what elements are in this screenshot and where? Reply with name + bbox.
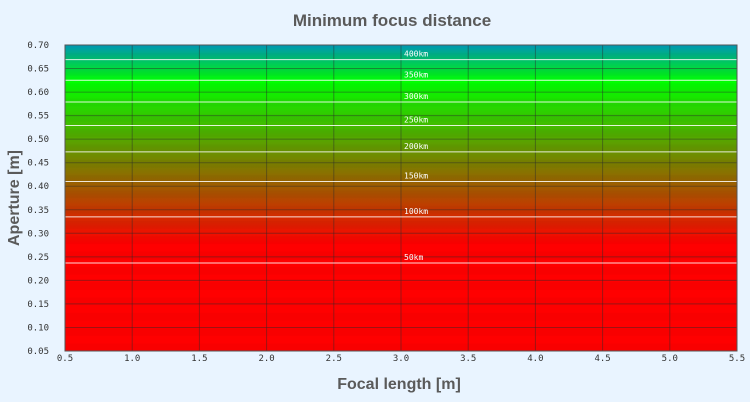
contour-label: 150km — [404, 172, 428, 181]
plot-frame — [64, 44, 738, 352]
x-tick-label: 1.0 — [124, 354, 140, 364]
x-axis-ticks: 0.5 1.0 1.5 2.0 2.5 3.0 3.5 4.0 4.5 5.0 5.5 — [57, 354, 745, 364]
x-tick-label: 1.5 — [191, 354, 207, 364]
y-tick-label: 0.05 — [27, 347, 49, 357]
contour-lines: 50km 100km 150km 200km 250km 300km 350km 400km — [65, 50, 737, 264]
y-axis-ticks: 0.05 0.10 0.15 0.20 0.25 0.30 0.35 0.40 0.45 0.50… — [27, 41, 49, 357]
y-axis-title: Aperture [m] — [6, 150, 23, 246]
y-tick-label: 0.30 — [27, 229, 49, 239]
contour-label: 400km — [404, 50, 428, 59]
contour-label: 100km — [404, 207, 428, 216]
x-tick-label: 4.0 — [527, 354, 543, 364]
plot-area — [65, 45, 737, 351]
y-tick-label: 0.55 — [27, 112, 49, 122]
x-tick-label: 3.5 — [460, 354, 476, 364]
y-tick-label: 0.70 — [27, 41, 49, 51]
y-tick-label: 0.50 — [27, 135, 49, 145]
y-tick-label: 0.25 — [27, 253, 49, 263]
x-tick-label: 0.5 — [57, 354, 73, 364]
contour-label: 200km — [404, 142, 428, 151]
x-tick-label: 2.0 — [258, 354, 274, 364]
y-tick-label: 0.15 — [27, 300, 49, 310]
contour-label: 300km — [404, 92, 428, 101]
chart-title: Minimum focus distance — [293, 11, 491, 30]
y-tick-label: 0.65 — [27, 65, 49, 75]
x-tick-label: 5.5 — [729, 354, 745, 364]
y-tick-label: 0.10 — [27, 323, 49, 333]
x-tick-label: 4.5 — [594, 354, 610, 364]
y-tick-label: 0.45 — [27, 159, 49, 169]
contour-label: 350km — [404, 70, 428, 79]
x-axis-title: Focal length [m] — [337, 376, 461, 393]
y-tick-label: 0.60 — [27, 88, 49, 98]
x-tick-label: 2.5 — [326, 354, 342, 364]
contour-label: 250km — [404, 116, 428, 125]
x-tick-label: 3.0 — [393, 354, 409, 364]
y-tick-label: 0.35 — [27, 206, 49, 216]
x-tick-label: 5.0 — [662, 354, 678, 364]
y-tick-label: 0.20 — [27, 276, 49, 286]
y-tick-label: 0.40 — [27, 182, 49, 192]
contour-label: 50km — [404, 253, 423, 262]
